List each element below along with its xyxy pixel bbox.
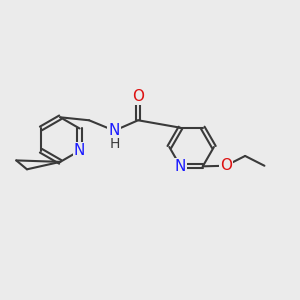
Text: H: H xyxy=(109,137,119,151)
Text: O: O xyxy=(220,158,232,173)
Text: N: N xyxy=(109,123,120,138)
Text: O: O xyxy=(132,89,144,104)
Text: N: N xyxy=(74,143,85,158)
Text: N: N xyxy=(175,159,186,174)
